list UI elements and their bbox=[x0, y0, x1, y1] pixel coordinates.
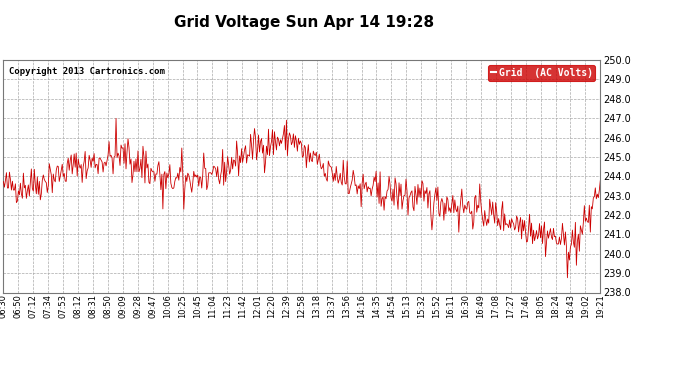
Legend: Grid  (AC Volts): Grid (AC Volts) bbox=[488, 65, 595, 81]
Text: Copyright 2013 Cartronics.com: Copyright 2013 Cartronics.com bbox=[10, 67, 166, 76]
Text: Grid Voltage Sun Apr 14 19:28: Grid Voltage Sun Apr 14 19:28 bbox=[174, 15, 433, 30]
